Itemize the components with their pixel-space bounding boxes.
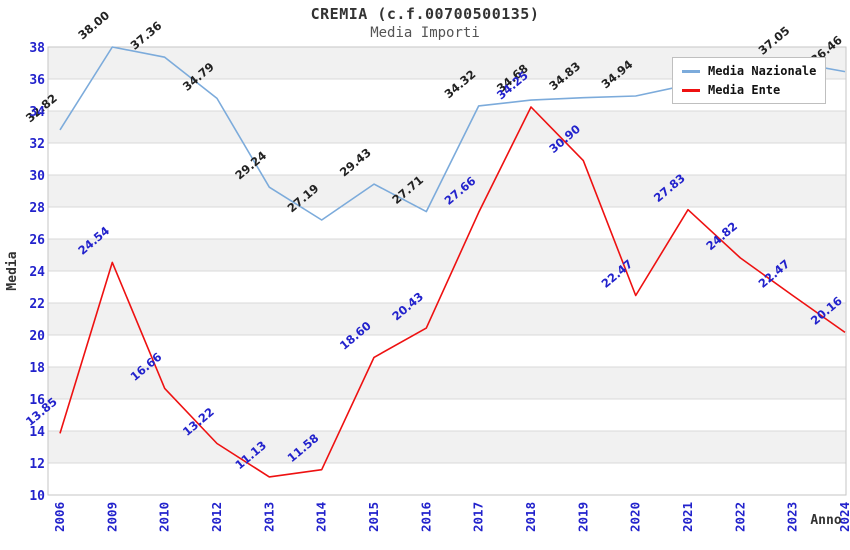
- y-tick-label: 18: [29, 361, 45, 376]
- x-tick-label: 2021: [680, 502, 695, 532]
- legend: Media Nazionale Media Ente: [672, 57, 827, 104]
- x-tick-label: 2015: [366, 502, 381, 532]
- x-axis-title: Anno: [810, 513, 841, 528]
- x-tick-label: 2019: [575, 502, 590, 532]
- media-nazionale-line-swatch-icon: [682, 69, 700, 73]
- y-tick-label: 14: [29, 425, 45, 440]
- x-tick-label: 2009: [104, 502, 119, 532]
- y-tick-label: 10: [29, 489, 45, 504]
- media-ente-line-swatch-icon: [682, 88, 700, 92]
- x-tick-label: 2020: [628, 502, 643, 532]
- grid-band: [48, 175, 846, 207]
- y-tick-label: 20: [29, 329, 45, 344]
- grid-band: [48, 303, 846, 335]
- x-tick-label: 2024: [837, 502, 850, 532]
- y-tick-label: 28: [29, 201, 45, 216]
- y-tick-label: 34: [29, 105, 45, 120]
- legend-item-media-ente: Media Ente: [682, 83, 816, 97]
- y-tick-label: 24: [29, 265, 45, 280]
- x-tick-label: 2018: [523, 502, 538, 532]
- y-tick-label: 12: [29, 457, 45, 472]
- legend-label-media-ente: Media Ente: [708, 83, 781, 97]
- x-tick-label: 2013: [261, 502, 276, 532]
- grid-band: [48, 111, 846, 143]
- x-tick-label: 2006: [52, 502, 67, 532]
- series-line-media-ente: [59, 106, 846, 478]
- grid-band: [48, 367, 846, 399]
- y-axis-title: Media: [5, 251, 20, 290]
- y-tick-label: 22: [29, 297, 45, 312]
- x-tick-label: 2023: [785, 502, 800, 532]
- y-tick-label: 36: [29, 73, 45, 88]
- x-tick-label: 2014: [314, 502, 329, 532]
- y-tick-label: 38: [29, 41, 45, 56]
- x-tick-label: 2012: [209, 502, 224, 532]
- x-tick-label: 2017: [471, 502, 486, 532]
- legend-label-media-nazionale: Media Nazionale: [708, 64, 817, 78]
- x-tick-label: 2022: [732, 502, 747, 532]
- grid-band: [48, 239, 846, 271]
- y-tick-label: 30: [29, 169, 45, 184]
- x-tick-label: 2010: [157, 502, 172, 532]
- chart-subtitle: Media Importi: [370, 25, 480, 41]
- y-tick-label: 32: [29, 137, 45, 152]
- chart-title: CREMIA (c.f.00700500135): [310, 5, 540, 23]
- legend-item-media-nazionale: Media Nazionale: [682, 64, 816, 78]
- grid-band: [48, 431, 846, 463]
- y-tick-label: 16: [29, 393, 45, 408]
- y-tick-label: 26: [29, 233, 45, 248]
- x-tick-label: 2016: [418, 502, 433, 532]
- plot-border: [47, 46, 847, 496]
